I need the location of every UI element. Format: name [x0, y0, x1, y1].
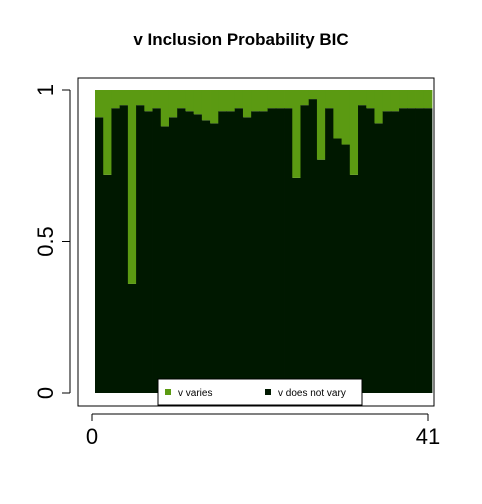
bar-does-not-vary — [423, 108, 433, 394]
bar-varies — [218, 90, 227, 112]
bar-does-not-vary — [300, 105, 310, 394]
bar-varies — [349, 90, 359, 175]
bar-does-not-vary — [267, 108, 277, 394]
bar-does-not-vary — [374, 123, 384, 393]
bar-does-not-vary — [325, 108, 334, 394]
y-axis: 00.51 — [33, 84, 71, 399]
plot-frame — [77, 77, 435, 407]
bar-varies — [127, 90, 137, 284]
bar-varies — [177, 90, 186, 109]
bar-varies — [333, 90, 342, 139]
x-tick-label: 41 — [416, 424, 440, 449]
bar-does-not-vary — [234, 108, 244, 394]
bar-does-not-vary — [399, 108, 408, 394]
bar-does-not-vary — [185, 111, 195, 394]
bar-does-not-vary — [275, 108, 285, 394]
chart-title: v Inclusion Probability BIC — [133, 30, 349, 49]
bar-does-not-vary — [210, 123, 219, 393]
bar-does-not-vary — [415, 108, 425, 394]
x-tick-label: 0 — [86, 424, 98, 449]
bar-varies — [251, 90, 260, 112]
bars-group — [95, 90, 433, 394]
bar-does-not-vary — [242, 117, 252, 394]
bar-does-not-vary — [358, 105, 367, 394]
bar-does-not-vary — [390, 111, 400, 394]
bar-varies — [325, 90, 334, 109]
bar-varies — [95, 90, 104, 118]
bar-does-not-vary — [193, 114, 203, 394]
bar-varies — [300, 90, 310, 106]
bar-does-not-vary — [168, 117, 178, 394]
y-tick-label: 0 — [33, 387, 58, 399]
bar-varies — [267, 90, 277, 109]
bar-varies — [259, 90, 269, 112]
bar-varies — [423, 90, 433, 109]
bar-varies — [111, 90, 121, 109]
bar-does-not-vary — [292, 177, 301, 393]
y-tick-label: 0.5 — [33, 226, 58, 257]
bar-does-not-vary — [144, 111, 153, 394]
bar-does-not-vary — [160, 126, 170, 394]
legend-label-varies: v varies — [178, 388, 212, 399]
bar-does-not-vary — [333, 138, 342, 393]
bar-varies — [390, 90, 400, 112]
bar-does-not-vary — [103, 174, 112, 393]
bar-varies — [407, 90, 416, 109]
bar-does-not-vary — [284, 108, 293, 394]
bar-varies — [284, 90, 293, 109]
bar-varies — [144, 90, 153, 112]
bar-varies — [358, 90, 367, 106]
bar-varies — [366, 90, 375, 109]
bar-varies — [292, 90, 301, 178]
bar-varies — [103, 90, 112, 175]
legend-box — [157, 378, 363, 406]
bar-does-not-vary — [136, 105, 145, 394]
bar-varies — [226, 90, 236, 112]
bar-varies — [193, 90, 203, 115]
legend-label-does-not-vary: v does not vary — [278, 388, 346, 399]
bar-varies — [316, 90, 326, 160]
y-tick-label: 1 — [33, 84, 58, 96]
bar-varies — [136, 90, 145, 106]
bar-varies — [210, 90, 219, 124]
bar-does-not-vary — [218, 111, 227, 394]
bar-does-not-vary — [407, 108, 416, 394]
bar-does-not-vary — [382, 111, 392, 394]
bar-does-not-vary — [349, 174, 359, 393]
bar-does-not-vary — [259, 111, 269, 394]
bar-varies — [234, 90, 244, 109]
bar-varies — [382, 90, 392, 112]
bar-varies — [168, 90, 178, 118]
bar-does-not-vary — [341, 144, 351, 393]
bar-varies — [374, 90, 384, 124]
bar-does-not-vary — [201, 120, 211, 394]
bar-does-not-vary — [95, 117, 104, 394]
bar-varies — [308, 90, 318, 100]
bar-does-not-vary — [119, 105, 129, 394]
bar-does-not-vary — [226, 111, 236, 394]
bar-varies — [341, 90, 351, 145]
bar-varies — [275, 90, 285, 109]
bar-varies — [415, 90, 425, 109]
bar-varies — [399, 90, 408, 109]
bar-varies — [201, 90, 211, 121]
bar-does-not-vary — [127, 283, 137, 393]
bar-varies — [242, 90, 252, 118]
bar-does-not-vary — [316, 159, 326, 393]
legend-swatch-varies — [165, 389, 171, 395]
bar-does-not-vary — [111, 108, 121, 394]
bar-does-not-vary — [177, 108, 186, 394]
bar-does-not-vary — [152, 108, 162, 394]
bar-varies — [152, 90, 162, 109]
x-axis: 0 41 — [86, 413, 440, 449]
bar-varies — [119, 90, 129, 106]
bar-does-not-vary — [366, 108, 375, 394]
legend-swatch-does-not-vary — [265, 389, 271, 395]
bar-does-not-vary — [308, 99, 318, 393]
bar-does-not-vary — [251, 111, 260, 394]
legend: v varies v does not vary — [157, 378, 363, 406]
bar-varies — [185, 90, 195, 112]
bar-varies — [160, 90, 170, 127]
